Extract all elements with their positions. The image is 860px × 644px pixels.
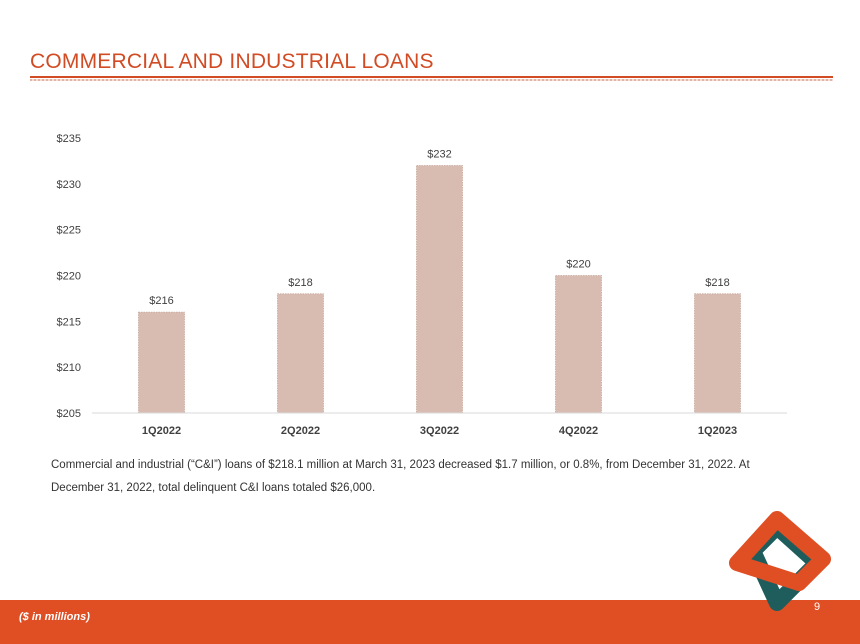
data-label: $220: [566, 259, 590, 271]
bar: [416, 165, 463, 414]
x-tick-label: 3Q2022: [420, 425, 459, 437]
y-tick-label: $220: [57, 271, 81, 283]
data-label: $216: [149, 295, 173, 307]
data-label: $232: [427, 149, 451, 161]
y-tick-label: $235: [57, 133, 81, 145]
bar: [138, 311, 185, 414]
x-tick-label: 1Q2022: [142, 425, 181, 437]
commentary-text: Commercial and industrial (“C&I”) loans …: [51, 459, 750, 494]
x-tick-label: 1Q2023: [698, 425, 737, 437]
x-tick-label: 4Q2022: [559, 425, 598, 437]
page-number: 9: [814, 601, 821, 613]
y-tick-label: $215: [57, 316, 81, 328]
bar-chart: $205 $210 $215 $220 $225 $230 $235 $216 $218 $23…: [57, 133, 787, 437]
bar: [555, 275, 602, 414]
bar: [694, 293, 741, 414]
x-axis: 1Q2022 2Q2022 3Q2022 4Q2022 1Q2023: [92, 412, 787, 437]
footer-bar: [0, 600, 860, 644]
bar-series: $216 $218 $232 $220 $218: [138, 149, 741, 414]
interlocking-diamond-logo-icon: [729, 511, 831, 611]
title-divider: [30, 76, 833, 78]
units-note: ($ in millions): [19, 611, 90, 623]
y-tick-label: $210: [57, 362, 81, 374]
bar: [277, 293, 324, 414]
page-title: COMMERCIAL AND INDUSTRIAL LOANS: [30, 50, 434, 73]
y-tick-label: $230: [57, 179, 81, 191]
title-divider-shadow: [30, 79, 833, 81]
y-axis: $205 $210 $215 $220 $225 $230 $235: [57, 133, 81, 420]
data-label: $218: [705, 277, 729, 289]
y-tick-label: $225: [57, 225, 81, 237]
data-label: $218: [288, 277, 312, 289]
x-tick-label: 2Q2022: [281, 425, 320, 437]
y-tick-label: $205: [57, 408, 81, 420]
